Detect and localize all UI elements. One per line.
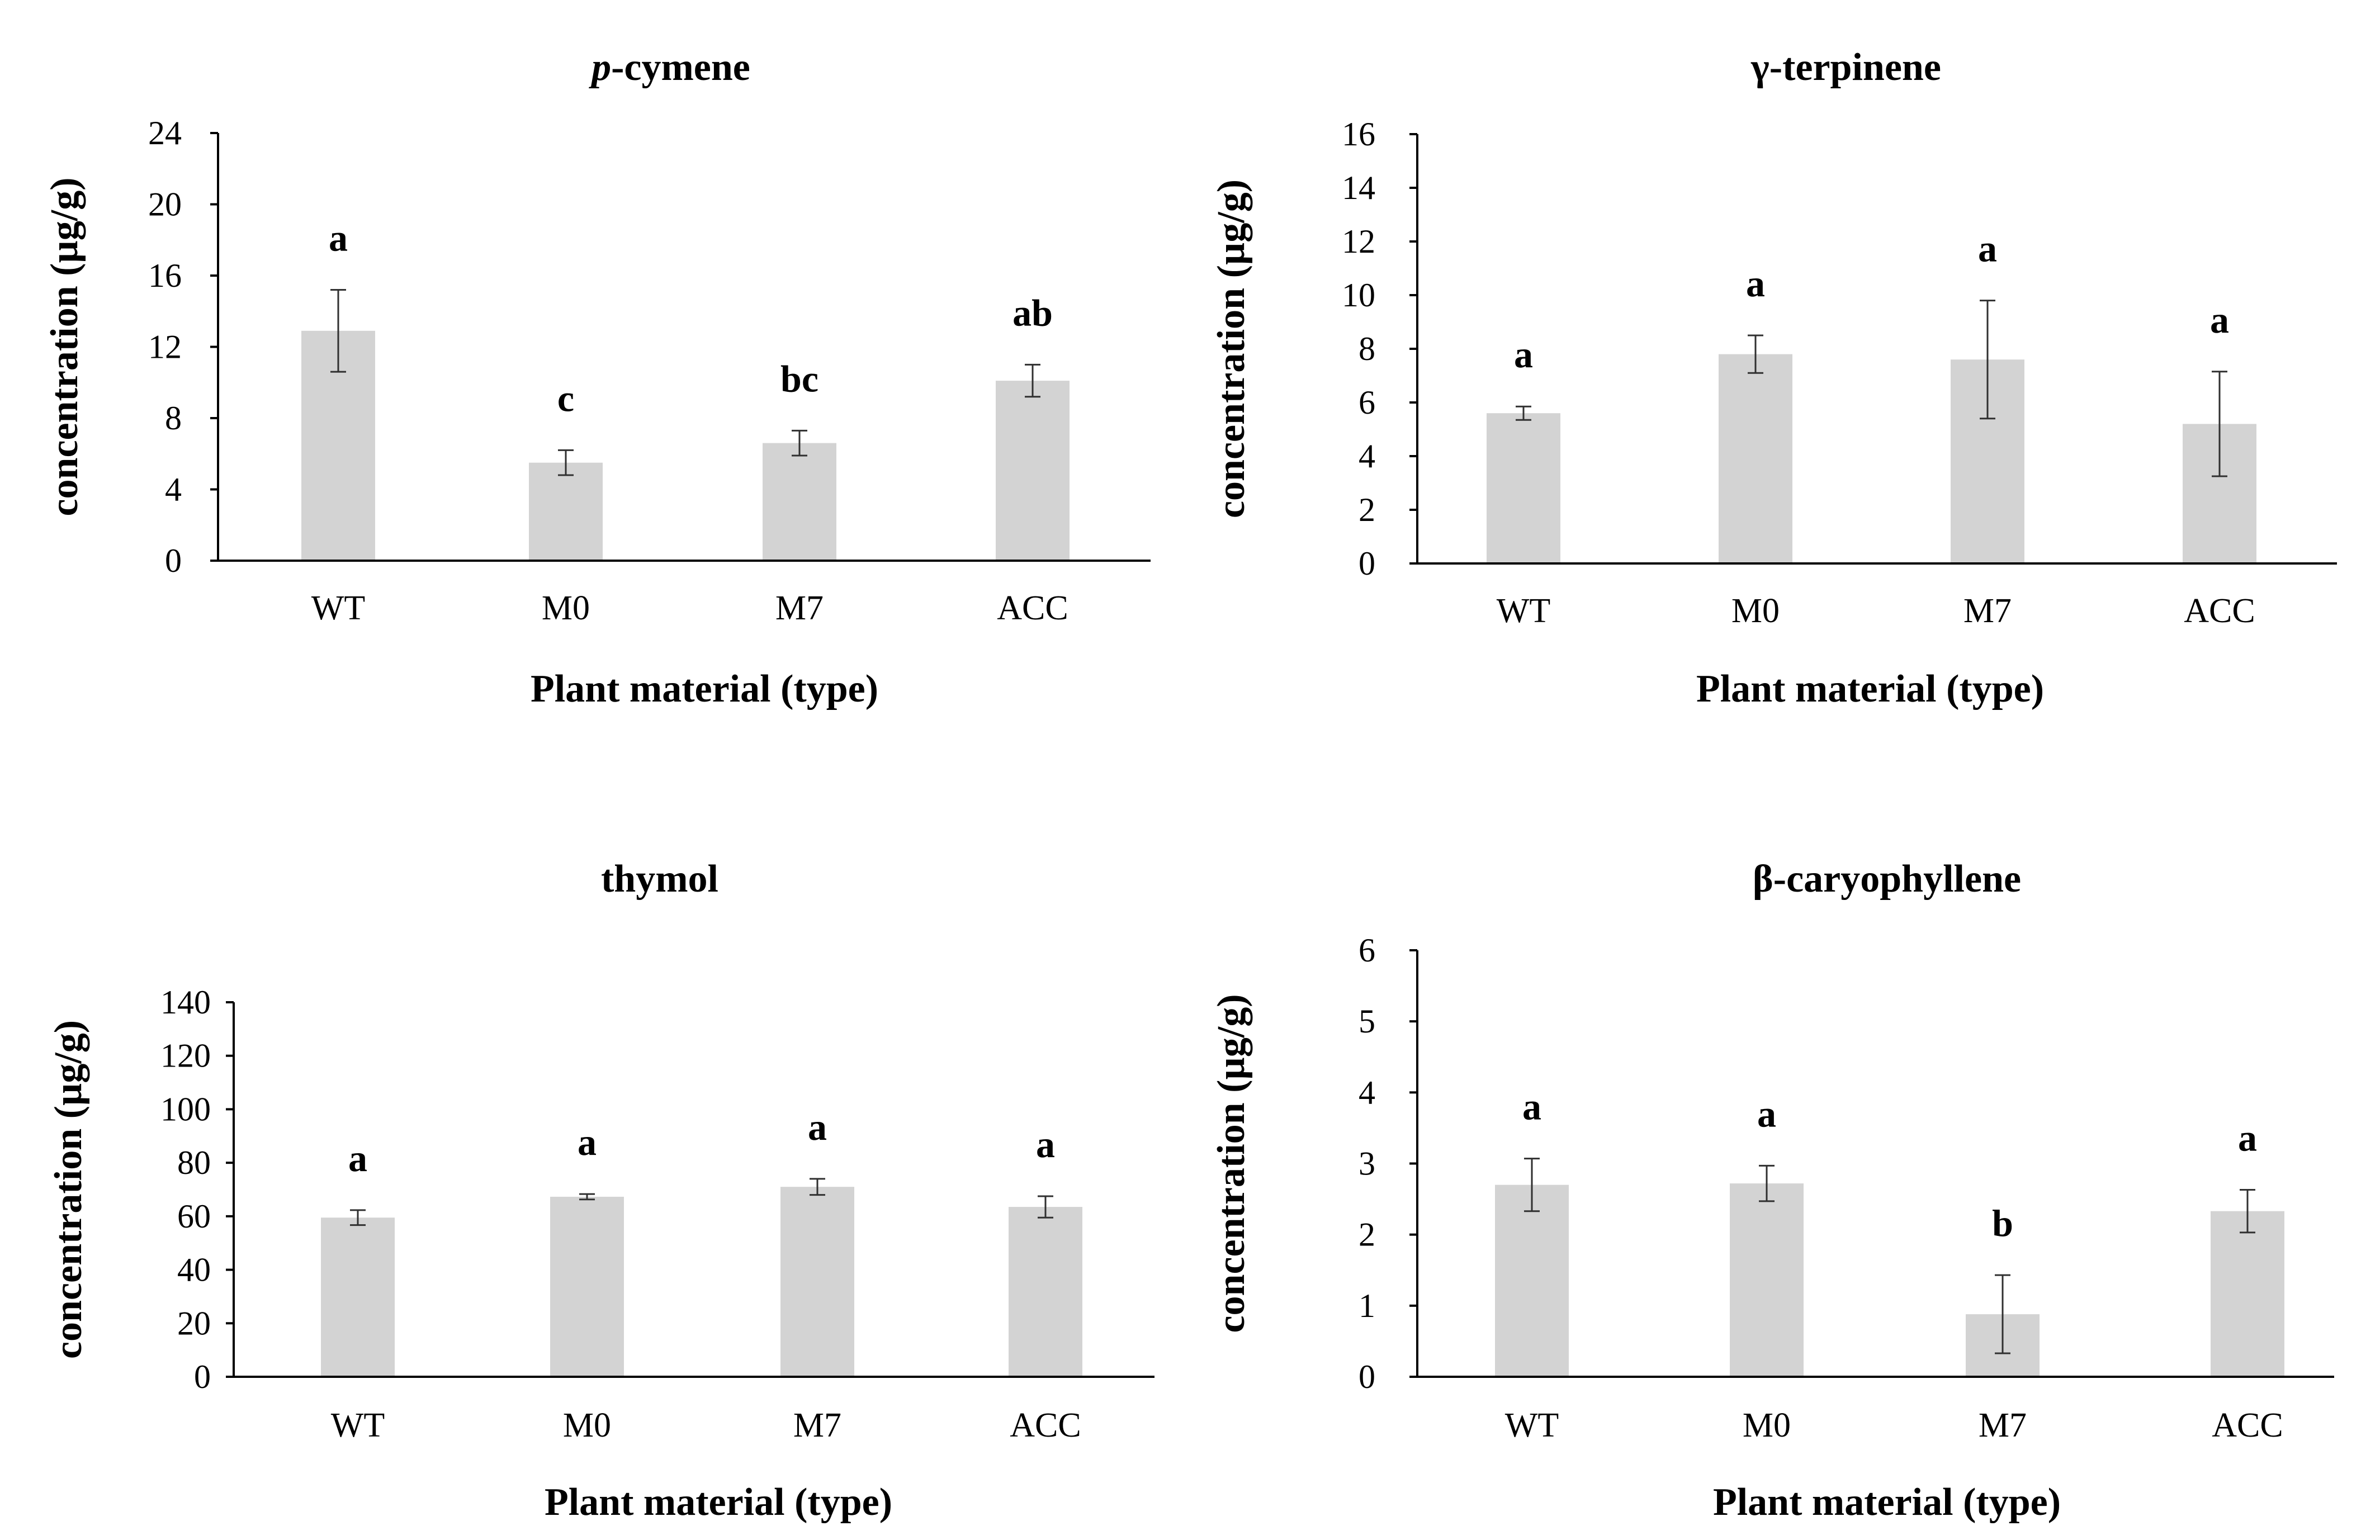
chart4-y-tick-label: 3 [1359, 1145, 1375, 1182]
chart1-title-italic: p [589, 46, 611, 89]
chart3-y-tick-label: 40 [177, 1252, 211, 1288]
chart1-significance-label-M0: c [557, 377, 574, 419]
chart4-significance-label-M0: a [1757, 1092, 1776, 1135]
chart1-y-tick-label: 24 [148, 115, 182, 151]
chart4-x-tick-label-ACC: ACC [2212, 1406, 2283, 1444]
chart3-significance-label-ACC: a [1036, 1123, 1055, 1165]
chart2-x-tick-label-M0: M0 [1731, 592, 1780, 630]
chart1-y-tick-label: 4 [165, 471, 182, 508]
chart1-significance-label-ACC: ab [1012, 291, 1053, 334]
chart3-bar-M7 [780, 1187, 854, 1377]
chart3-y-tick-label: 20 [177, 1305, 211, 1342]
chart1-title-rest: -cymene [611, 46, 750, 89]
chart4-y-tick-label: 6 [1359, 932, 1375, 969]
chart3-y-tick-label: 120 [160, 1037, 211, 1074]
chart4-bar-WT [1495, 1184, 1569, 1377]
chart1-y-tick-label: 20 [148, 186, 182, 223]
chart1-y-tick-label: 16 [148, 257, 182, 294]
chart3-significance-label-M7: a [808, 1106, 827, 1148]
chart1-x-axis-label: Plant material (type) [531, 667, 878, 710]
chart1-significance-label-M7: bc [780, 357, 818, 400]
chart1-bar-ACC [996, 381, 1070, 561]
chart2-y-tick-label: 6 [1359, 384, 1375, 421]
chart2-title: γ-terpinene [1750, 46, 1941, 89]
chart3-y-tick-label: 0 [194, 1358, 211, 1395]
chart1-y-axis-label: concentration (µg/g) [43, 177, 86, 516]
chart2-significance-label-M0: a [1746, 262, 1765, 305]
chart2-x-axis-label: Plant material (type) [1696, 667, 2044, 710]
chart4-y-tick-label: 5 [1359, 1003, 1375, 1040]
chart3-x-tick-label-WT: WT [331, 1406, 385, 1444]
chart3-bar-M0 [550, 1196, 624, 1377]
chart4-y-tick-label: 0 [1359, 1358, 1375, 1395]
chart2-y-tick-label: 14 [1342, 169, 1375, 206]
chart2-bar-WT [1487, 413, 1560, 563]
chart2-x-tick-label-ACC: ACC [2184, 592, 2255, 630]
chart1-y-tick-label: 0 [165, 542, 182, 579]
chart4-significance-label-ACC: a [2238, 1117, 2257, 1159]
chart1-x-tick-label-M0: M0 [542, 589, 590, 627]
chart4-x-tick-label-M0: M0 [1743, 1406, 1791, 1444]
chart2-significance-label-WT: a [1514, 333, 1533, 376]
chart1-y-tick-label: 8 [165, 400, 182, 437]
chart2-x-tick-label-WT: WT [1497, 592, 1550, 630]
chart1-bar-M7 [763, 443, 836, 561]
chart2-y-tick-label: 10 [1342, 277, 1375, 314]
chart2-y-tick-label: 2 [1359, 491, 1375, 528]
chart4-title: β-caryophyllene [1753, 857, 2021, 901]
chart3-x-axis-label: Plant material (type) [545, 1481, 892, 1524]
chart1-x-tick-label-M7: M7 [775, 589, 824, 627]
chart3-x-tick-label-ACC: ACC [1010, 1406, 1081, 1444]
chart1-x-tick-label-ACC: ACC [997, 589, 1068, 627]
chart2-y-axis-label: concentration (µg/g) [1210, 179, 1253, 518]
chart4-bar-ACC [2211, 1211, 2284, 1377]
chart3-bar-WT [321, 1217, 395, 1377]
chart1-title: p-cymene [589, 46, 750, 89]
chart3-y-tick-label: 140 [160, 984, 211, 1021]
chart2-bar-M0 [1719, 354, 1792, 563]
chart3-y-axis-label: concentration (µg/g) [47, 1020, 90, 1359]
chart1-y-tick-label: 12 [148, 329, 182, 366]
chart4-x-tick-label-M7: M7 [1979, 1406, 2027, 1444]
chart3-x-tick-label-M0: M0 [563, 1406, 611, 1444]
chart2-x-tick-label-M7: M7 [1963, 592, 2012, 630]
chart2-significance-label-M7: a [1978, 228, 1997, 270]
chart4-y-tick-label: 1 [1359, 1287, 1375, 1324]
chart3-y-tick-label: 100 [160, 1091, 211, 1127]
chart3-bar-ACC [1009, 1207, 1082, 1377]
chart3-significance-label-WT: a [348, 1137, 367, 1179]
chart4-y-axis-label: concentration (µg/g) [1210, 994, 1253, 1333]
chart3-significance-label-M0: a [578, 1121, 597, 1163]
chart2-y-tick-label: 16 [1342, 116, 1375, 153]
chart2-y-tick-label: 4 [1359, 438, 1375, 475]
chart3-title: thymol [601, 857, 718, 901]
chart4-y-tick-label: 4 [1359, 1074, 1375, 1111]
chart4-y-tick-label: 2 [1359, 1216, 1375, 1253]
chart2-y-tick-label: 0 [1359, 545, 1375, 582]
chart2-significance-label-ACC: a [2210, 298, 2229, 341]
chart2-y-tick-label: 8 [1359, 330, 1375, 367]
chart4-bar-M0 [1730, 1183, 1804, 1377]
chart1-bar-M0 [529, 462, 603, 561]
chart1-significance-label-WT: a [329, 217, 348, 259]
chart4-significance-label-WT: a [1522, 1086, 1541, 1128]
chart2-y-tick-label: 12 [1342, 223, 1375, 260]
chart3-x-tick-label-M7: M7 [793, 1406, 841, 1444]
chart4-x-axis-label: Plant material (type) [1713, 1481, 2061, 1524]
chart3-y-tick-label: 80 [177, 1144, 211, 1181]
chart4-x-tick-label-WT: WT [1505, 1406, 1559, 1444]
chart1-x-tick-label-WT: WT [311, 589, 365, 627]
chart4-significance-label-M7: b [1992, 1202, 2013, 1244]
chart3-y-tick-label: 60 [177, 1198, 211, 1235]
